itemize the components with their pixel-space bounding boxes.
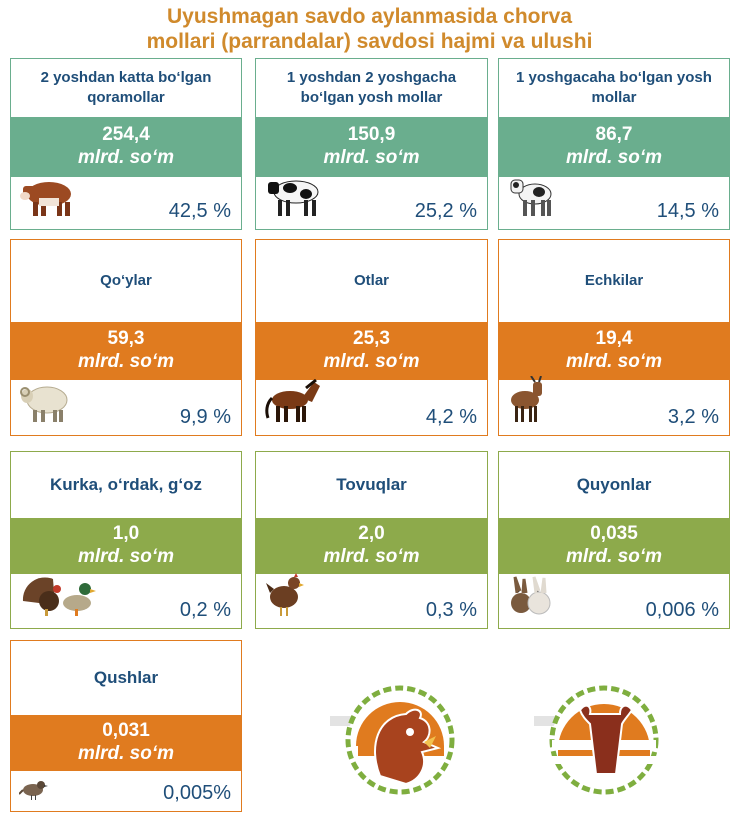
value-text: 0,031: [102, 720, 150, 741]
category-card: 2 yoshdan katta bo‘lgan qoramollar 254,4…: [10, 58, 242, 230]
category-card: Otlar 25,3 mlrd. so‘m 4,2 %: [255, 239, 488, 436]
value-text: 150,9: [347, 124, 396, 145]
value-band: 254,4 mlrd. so‘m: [10, 117, 242, 177]
value-band: 19,4 mlrd. so‘m: [498, 322, 730, 380]
share-text: 9,9 %: [179, 406, 231, 428]
title-line-1: Uyushmagan savdo aylanmasida chorva: [167, 5, 572, 28]
category-label: Quyonlar: [576, 475, 652, 494]
calf-icon: [507, 174, 557, 223]
cow-icon: [264, 174, 326, 223]
value-band: 2,0 mlrd. so‘m: [255, 518, 488, 574]
sheep-icon: [19, 380, 71, 429]
value-band: 0,031 mlrd. so‘m: [10, 715, 242, 771]
category-label: Echkilar: [584, 272, 644, 289]
unit-text: mlrd. so‘m: [77, 351, 175, 372]
unit-text: mlrd. so‘m: [77, 743, 175, 764]
unit-text: mlrd. so‘m: [77, 147, 175, 168]
unit-text: mlrd. so‘m: [323, 351, 420, 372]
share-text: 42,5 %: [168, 200, 231, 222]
value-text: 0,035: [590, 523, 638, 544]
category-card: Tovuqlar 2,0 mlrd. so‘m 0,3 %: [255, 451, 488, 629]
unit-text: mlrd. so‘m: [77, 546, 175, 567]
category-card: Qo‘ylar 59,3 mlrd. so‘m 9,9 %: [10, 239, 242, 436]
share-text: 0,005%: [163, 782, 231, 804]
bird-icon: [18, 776, 49, 805]
hen-icon: [264, 571, 306, 622]
goat-icon: [507, 375, 547, 429]
unit-text: mlrd. so‘m: [323, 546, 420, 567]
share-text: 3,2 %: [667, 406, 719, 428]
category-label: Qushlar: [93, 668, 159, 687]
share-text: 14,5 %: [656, 200, 719, 222]
value-text: 19,4: [595, 328, 633, 349]
bull-icon: [19, 174, 81, 223]
value-band: 1,0 mlrd. so‘m: [10, 518, 242, 574]
value-text: 86,7: [595, 124, 633, 145]
value-band: 25,3 mlrd. so‘m: [255, 322, 488, 380]
share-text: 0,006 %: [645, 599, 719, 621]
value-band: 150,9 mlrd. so‘m: [255, 117, 488, 177]
unit-text: mlrd. so‘m: [565, 351, 663, 372]
share-text: 4,2 %: [425, 406, 477, 428]
horse-icon: [264, 378, 322, 429]
unit-text: mlrd. so‘m: [323, 147, 420, 168]
value-text: 2,0: [358, 523, 385, 544]
category-card: 1 yoshdan 2 yoshgacha bo‘lgan yosh molla…: [255, 58, 488, 230]
value-band: 86,7 mlrd. so‘m: [498, 117, 730, 177]
share-text: 25,2 %: [414, 200, 477, 222]
rooster-logo-icon: [330, 685, 455, 795]
title-line-2: mollari (parrandalar) savdosi hajmi va u…: [146, 30, 593, 53]
value-text: 1,0: [112, 523, 140, 544]
category-label: Otlar: [353, 272, 389, 289]
category-card: Qushlar 0,031 mlrd. so‘m 0,005%: [10, 640, 242, 812]
category-label: Kurka, o‘rdak, g‘oz: [49, 475, 203, 494]
category-label: 2 yoshdan katta bo‘lgan qoramollar: [40, 69, 212, 106]
category-card: Kurka, o‘rdak, g‘oz 1,0 mlrd. so‘m 0,2 %: [10, 451, 242, 629]
value-band: 59,3 mlrd. so‘m: [10, 322, 242, 380]
share-text: 0,3 %: [425, 599, 477, 621]
bull-logo-icon: [534, 685, 659, 795]
rabbit-icon: [507, 575, 553, 622]
chart-title: Uyushmagan savdo aylanmasida chorva moll…: [0, 4, 739, 54]
value-text: 59,3: [107, 328, 145, 349]
value-text: 254,4: [102, 124, 150, 145]
unit-text: mlrd. so‘m: [565, 147, 663, 168]
category-label: 1 yoshgacaha bo‘lgan yosh mollar: [516, 69, 712, 106]
share-text: 0,2 %: [179, 599, 231, 621]
category-label: Tovuqlar: [336, 475, 407, 494]
category-card: Quyonlar 0,035 mlrd. so‘m 0,006 %: [498, 451, 730, 629]
category-card: Echkilar 19,4 mlrd. so‘m 3,2 %: [498, 239, 730, 436]
unit-text: mlrd. so‘m: [565, 546, 663, 567]
value-text: 25,3: [353, 328, 390, 349]
value-band: 0,035 mlrd. so‘m: [498, 518, 730, 574]
category-label: Qo‘ylar: [100, 272, 152, 289]
category-card: 1 yoshgacaha bo‘lgan yosh mollar 86,7 ml…: [498, 58, 730, 230]
turkey-duck-icon: [19, 571, 97, 622]
category-label: 1 yoshdan 2 yoshgacha bo‘lgan yosh molla…: [286, 69, 457, 106]
